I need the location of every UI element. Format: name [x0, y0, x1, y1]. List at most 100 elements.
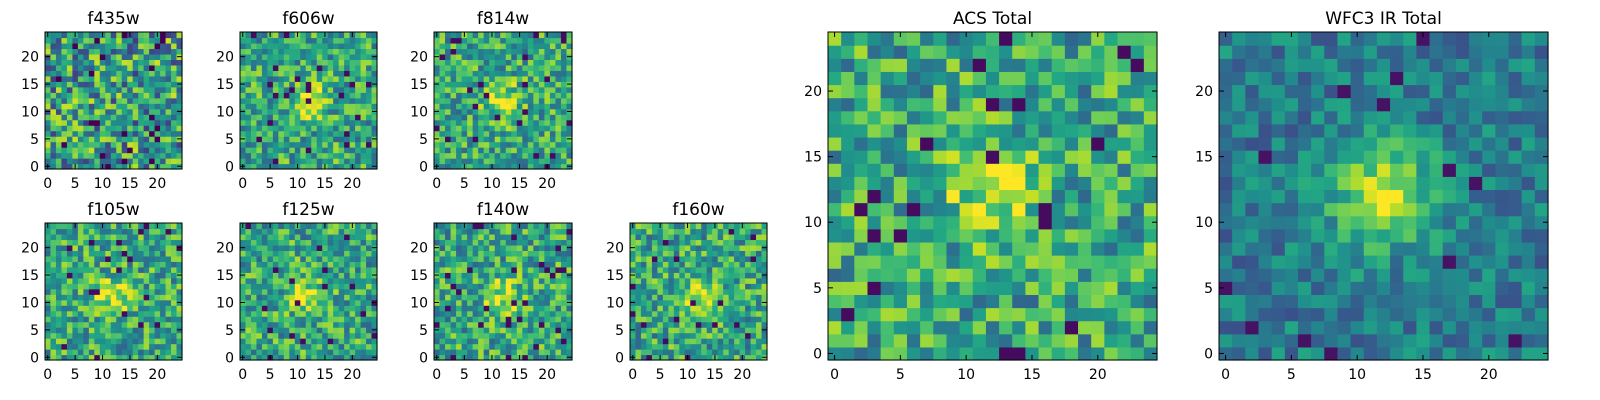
heatmap-cell	[121, 152, 128, 159]
heatmap-cell	[344, 163, 351, 170]
heatmap-cell	[893, 202, 908, 217]
x-tick-label: 5	[71, 367, 80, 383]
heatmap-cell	[50, 64, 57, 71]
heatmap-cell	[127, 64, 134, 71]
heatmap-cell	[94, 272, 101, 279]
heatmap-cell	[245, 42, 252, 50]
heatmap-cell	[176, 288, 183, 295]
heatmap-cell	[972, 346, 987, 361]
heatmap-cell	[555, 103, 562, 110]
heatmap-cell	[695, 272, 702, 279]
heatmap-cell	[171, 321, 178, 328]
heatmap-cell	[267, 332, 274, 339]
heatmap-cell	[149, 53, 156, 60]
heatmap-cell	[756, 250, 763, 257]
heatmap-cell	[544, 321, 551, 328]
heatmap-cell	[55, 42, 63, 50]
heatmap-cell	[289, 310, 296, 317]
heatmap-cell	[105, 244, 112, 251]
heatmap-cell	[1064, 333, 1079, 348]
heatmap-cell	[985, 281, 1000, 295]
heatmap-cell	[50, 32, 57, 39]
panel-title: f125w	[282, 200, 334, 220]
heatmap-cell	[1091, 215, 1105, 230]
heatmap-cell	[240, 86, 247, 93]
heatmap-cell	[461, 114, 468, 121]
heatmap-cell	[83, 310, 90, 317]
heatmap-cell	[294, 152, 301, 159]
heatmap-cell	[489, 255, 496, 262]
heatmap-cell	[684, 305, 691, 312]
heatmap-cell	[646, 244, 653, 251]
heatmap-cell	[316, 141, 323, 148]
heatmap-cell	[1104, 228, 1119, 243]
heatmap-cell	[294, 261, 301, 268]
heatmap-cell	[516, 86, 523, 93]
heatmap-cell	[366, 349, 373, 356]
heatmap-cell	[316, 299, 323, 306]
heatmap-cell	[88, 152, 95, 159]
heatmap-cell	[739, 332, 746, 339]
heatmap-cell	[366, 261, 373, 268]
heatmap-cell	[489, 92, 496, 99]
heatmap-cell	[333, 48, 340, 55]
heatmap-cell	[176, 152, 183, 159]
heatmap-cell	[371, 42, 378, 50]
heatmap-cell	[338, 37, 345, 44]
heatmap-cell	[267, 266, 274, 273]
heatmap-cell	[83, 272, 90, 279]
heatmap-cell	[456, 75, 463, 82]
heatmap-cell	[893, 294, 908, 309]
heatmap-cell	[267, 272, 274, 279]
heatmap-cell	[154, 75, 161, 82]
heatmap-cell	[143, 239, 150, 246]
x-tick-label: 0	[628, 367, 637, 383]
y-tick-label: 20	[410, 241, 428, 257]
heatmap-cell	[527, 321, 534, 328]
heatmap-cell	[322, 266, 329, 273]
heatmap-cell	[467, 53, 474, 60]
heatmap-cell	[445, 327, 452, 334]
heatmap-cell	[533, 152, 540, 159]
heatmap-cell	[344, 147, 351, 154]
heatmap-cell	[267, 125, 274, 132]
heatmap-cell	[712, 349, 719, 356]
heatmap-cell	[261, 158, 268, 165]
heatmap-cell	[322, 272, 329, 279]
heatmap-cell	[684, 327, 691, 334]
heatmap-cell	[289, 64, 296, 71]
heatmap-cell	[338, 130, 345, 137]
heatmap-cell	[83, 223, 90, 230]
heatmap-cell	[1143, 268, 1158, 282]
heatmap-cell	[240, 266, 247, 273]
heatmap-cell	[294, 239, 301, 246]
heatmap-cell	[66, 310, 73, 317]
heatmap-cell	[706, 332, 713, 339]
heatmap-cell	[333, 305, 340, 312]
heatmap-cell	[116, 277, 123, 284]
heatmap-cell	[300, 277, 307, 284]
heatmap-cell	[690, 277, 697, 284]
heatmap-cell	[560, 158, 568, 165]
heatmap-cell	[338, 305, 345, 312]
heatmap-cell	[439, 338, 446, 345]
heatmap-cell	[121, 228, 128, 235]
heatmap-cell	[640, 299, 648, 306]
heatmap-cell	[434, 349, 441, 356]
heatmap-cell	[439, 86, 446, 93]
heatmap-cell	[50, 75, 57, 82]
heatmap-cell	[283, 108, 290, 115]
heatmap-cell	[706, 223, 713, 230]
heatmap-cell	[467, 42, 474, 50]
heatmap-cell	[371, 294, 378, 301]
heatmap-cell	[494, 283, 501, 290]
heatmap-cell	[1012, 241, 1026, 256]
heatmap-cell	[478, 75, 485, 82]
heatmap-cell	[160, 92, 167, 99]
heatmap-cell	[289, 103, 296, 110]
heatmap-cell	[256, 239, 263, 246]
heatmap-cell	[959, 176, 974, 191]
heatmap-cell	[316, 327, 323, 334]
x-tick-label: 10	[483, 367, 501, 383]
heatmap-cell	[1064, 228, 1079, 243]
